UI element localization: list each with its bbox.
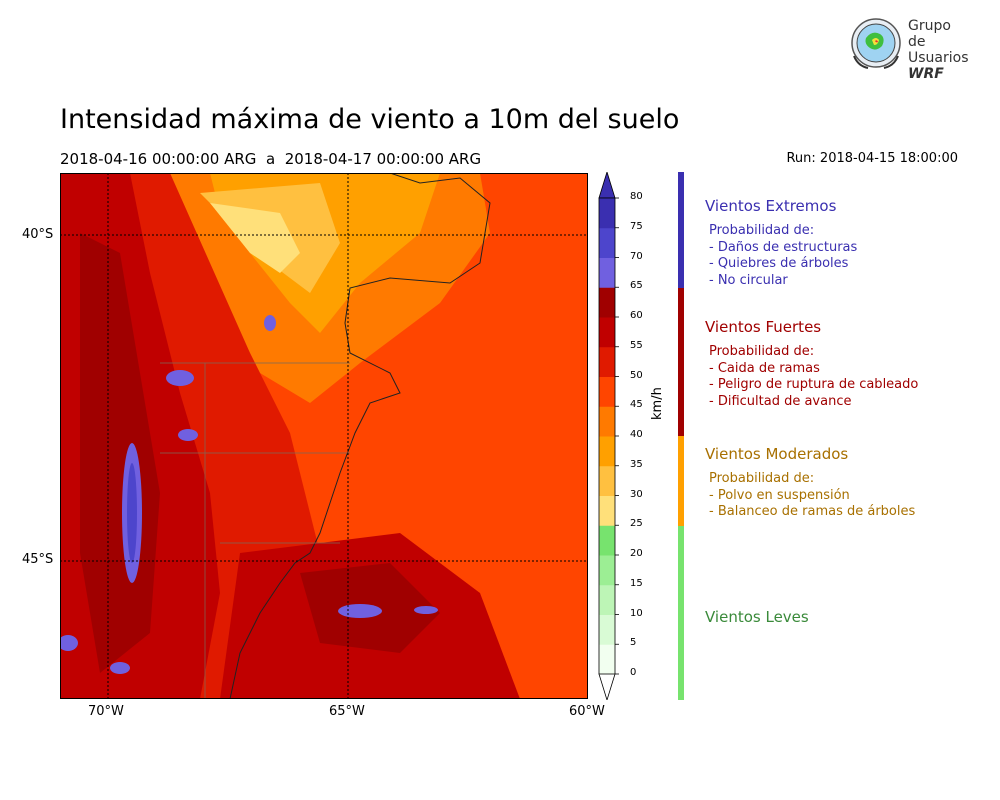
colorbar-tick-label: 15: [630, 577, 643, 589]
lon-label-60w: 60°W: [569, 704, 605, 719]
colorbar-extend-min: [598, 673, 616, 700]
category-bar-moderados: [678, 436, 684, 526]
colorbar-segment: [599, 406, 615, 437]
lon-label-65w: 65°W: [329, 704, 365, 719]
category-bar-leves: [678, 526, 684, 700]
colorbar-tick-label: 20: [630, 548, 643, 559]
colorbar-tick-label: 25: [630, 518, 643, 530]
colorbar-segment: [599, 287, 615, 318]
colorbar-tick-label: 45: [630, 399, 643, 411]
colorbar-segment: [599, 346, 615, 377]
colorbar-tick-label: 5: [630, 637, 637, 649]
category-line: - Caida de ramas: [709, 360, 820, 376]
category-details-moderados: Probabilidad de: - Polvo en suspensión -…: [709, 471, 915, 521]
colorbar-segment: [599, 376, 615, 407]
extreme-patch: [264, 315, 276, 331]
logo-line-2: Usuarios: [908, 50, 969, 66]
colorbar-segment: [599, 555, 615, 586]
coastline: [229, 173, 491, 699]
logo-text: Grupo de Usuarios WRF: [908, 18, 969, 82]
category-line: - Dificultad de avance: [709, 393, 852, 409]
extreme-patch: [60, 635, 78, 651]
category-title-leves: Vientos Leves: [705, 608, 809, 626]
province-borders: [160, 362, 350, 699]
globe-logo-icon: [851, 18, 901, 69]
colorbar-segment: [599, 436, 615, 467]
colorbar-segment: [599, 525, 615, 556]
category-line: Probabilidad de:: [709, 471, 815, 486]
category-bar-extremos: [678, 172, 684, 288]
category-line: - No circular: [709, 272, 788, 288]
colorbar-tick-label: 35: [630, 458, 643, 470]
extreme-patch: [166, 370, 194, 386]
colorbar-segment: [599, 257, 615, 288]
category-line: - Daños de estructuras: [709, 239, 858, 255]
colorbar-segment: [599, 644, 615, 675]
colorbar-segment: [599, 317, 615, 348]
wind-zone-30: [210, 203, 300, 273]
extreme-patch-core: [127, 463, 137, 563]
extreme-patch: [338, 604, 382, 618]
extreme-patch: [110, 662, 130, 674]
colorbar-tick-label: 70: [630, 250, 643, 262]
colorbar: [598, 172, 619, 700]
colorbar-tick-label: 80: [630, 191, 643, 202]
category-line: - Peligro de ruptura de cableado: [709, 377, 919, 392]
colorbar-segment: [599, 584, 615, 615]
extreme-patch: [178, 429, 198, 441]
forecast-period: 2018-04-16 00:00:00 ARG a 2018-04-17 00:…: [60, 150, 481, 168]
category-line: - Polvo en suspensión: [709, 487, 850, 503]
lat-label-40s: 40°S: [22, 227, 54, 242]
wind-map: [60, 173, 588, 699]
category-line: - Quiebres de árboles: [709, 256, 849, 271]
category-line: Probabilidad de:: [709, 223, 815, 238]
extreme-patch: [414, 606, 438, 614]
map-frame: [60, 173, 588, 699]
wind-zone-65: [80, 233, 160, 673]
category-details-fuertes: Probabilidad de: - Caida de ramas - Peli…: [709, 344, 918, 410]
category-line: - Balanceo de ramas de árboles: [709, 504, 916, 519]
logo-line-1: Grupo de: [908, 18, 951, 50]
period-start: 2018-04-16 00:00:00 ARG: [60, 150, 257, 168]
colorbar-extend-max: [598, 172, 616, 199]
colorbar-tick-label: 60: [630, 310, 643, 321]
colorbar-tick-label: 30: [630, 488, 643, 500]
period-end: 2018-04-17 00:00:00 ARG: [284, 150, 482, 168]
colorbar-tick-label: 55: [630, 339, 643, 351]
colorbar-segment: [599, 465, 615, 496]
category-title-moderados: Vientos Moderados: [705, 445, 849, 463]
colorbar-tick-label: 75: [630, 220, 643, 232]
period-separator: a: [265, 150, 276, 168]
colorbar-tick-label: 50: [630, 369, 643, 381]
colorbar-segment: [599, 495, 615, 526]
colorbar-tick-label: 10: [630, 607, 643, 619]
colorbar-segment: [599, 614, 615, 645]
category-details-extremos: Probabilidad de: - Daños de estructuras …: [709, 223, 857, 289]
colorbar-tick-label: 0: [630, 667, 637, 678]
logo-line-3: WRF: [908, 66, 944, 82]
category-title-extremos: Vientos Extremos: [705, 197, 837, 215]
colorbar-tick-label: 65: [630, 280, 643, 292]
colorbar-segment: [599, 227, 615, 258]
lat-label-45s: 45°S: [22, 552, 54, 567]
lon-label-70w: 70°W: [88, 704, 124, 719]
category-title-fuertes: Vientos Fuertes: [705, 318, 822, 336]
run-timestamp: Run: 2018-04-15 18:00:00: [786, 151, 958, 166]
category-bar-fuertes: [678, 288, 684, 436]
colorbar-unit: km/h: [650, 387, 665, 420]
wrf-logo: Grupo de Usuarios WRF: [848, 16, 969, 82]
colorbar-tick-label: 40: [630, 429, 643, 440]
map-title: Intensidad máxima de viento a 10m del su…: [60, 104, 680, 135]
category-line: Probabilidad de:: [709, 344, 815, 359]
colorbar-segment: [599, 198, 615, 229]
